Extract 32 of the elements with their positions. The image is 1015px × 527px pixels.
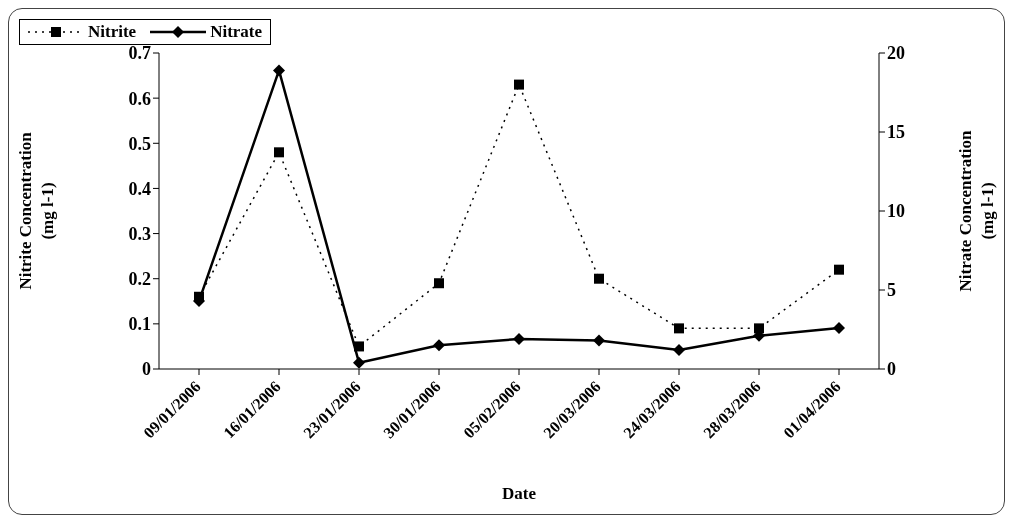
- y-tick-label: 0.1: [128, 314, 151, 335]
- point: [833, 321, 845, 334]
- point: [434, 278, 444, 289]
- y2-axis-title: Nitrate Concentration (mg l-1): [956, 129, 997, 292]
- legend-label: Nitrate: [210, 22, 263, 42]
- point: [273, 64, 285, 77]
- y-axis-title: Nitrite Concentration (mg l-1): [16, 131, 57, 290]
- y-tick-label: 0.5: [128, 133, 151, 154]
- y-tick-label: 0.2: [128, 269, 151, 290]
- y-tick-label: 0.3: [128, 223, 151, 244]
- y2-tick-label: 5: [887, 280, 896, 301]
- y2-tick-label: 10: [887, 201, 905, 222]
- point: [353, 356, 365, 369]
- point: [513, 332, 525, 345]
- y2-tick-label: 20: [887, 43, 905, 64]
- point: [594, 273, 604, 284]
- x-axis-title: Date: [502, 484, 537, 503]
- y-tick-label: 0.4: [128, 178, 151, 199]
- legend-label: Nitrite: [88, 22, 137, 42]
- point: [834, 264, 844, 275]
- y-tick-label: 0: [142, 359, 151, 380]
- point: [274, 147, 284, 158]
- point: [514, 79, 524, 90]
- y2-tick-label: 15: [887, 122, 905, 143]
- y2-tick-label: 0: [887, 359, 896, 380]
- point: [433, 339, 445, 352]
- point: [674, 323, 684, 334]
- y-tick-label: 0.7: [128, 43, 151, 64]
- point: [354, 341, 364, 352]
- point: [593, 334, 605, 347]
- point: [673, 344, 685, 357]
- y-tick-label: 0.6: [128, 88, 151, 109]
